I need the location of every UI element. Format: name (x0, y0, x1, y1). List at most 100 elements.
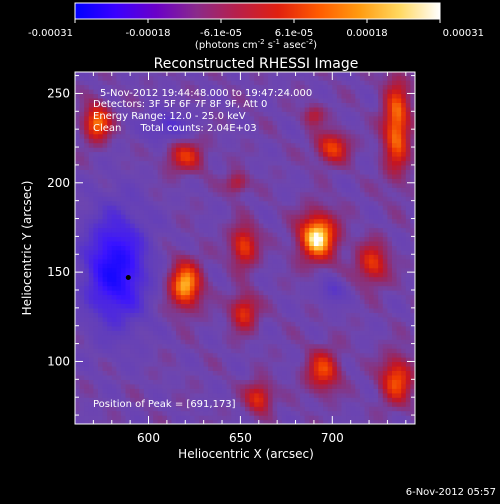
heatmap-cell (360, 411, 365, 416)
heatmap-cell (213, 357, 218, 362)
heatmap-cell (245, 147, 250, 152)
heatmap-cell (93, 321, 98, 326)
heatmap-cell (300, 281, 305, 286)
heatmap-cell (195, 303, 200, 308)
heatmap-cell (167, 384, 172, 389)
heatmap-cell (245, 169, 250, 174)
heatmap-cell (121, 303, 126, 308)
heatmap-cell (130, 277, 135, 282)
heatmap-cell (75, 241, 80, 246)
heatmap-cell (126, 384, 131, 389)
heatmap-cell (351, 415, 356, 420)
heatmap-cell (213, 277, 218, 282)
heatmap-cell (144, 353, 149, 358)
heatmap-cell (185, 143, 190, 148)
heatmap-cell (319, 178, 324, 183)
heatmap-cell (139, 134, 144, 139)
heatmap-cell (351, 308, 356, 313)
heatmap-cell (172, 312, 177, 317)
heatmap-cell (268, 196, 273, 201)
heatmap-cell (319, 107, 324, 112)
heatmap-cell (208, 335, 213, 340)
heatmap-cell (328, 353, 333, 358)
heatmap-cell (277, 393, 282, 398)
heatmap-cell (309, 120, 314, 125)
heatmap-cell (93, 375, 98, 380)
heatmap-cell (185, 138, 190, 143)
heatmap-cell (195, 317, 200, 322)
heatmap-cell (98, 344, 103, 349)
heatmap-cell (153, 366, 158, 371)
heatmap-cell (236, 406, 241, 411)
heatmap-cell (222, 379, 227, 384)
heatmap-cell (314, 183, 319, 188)
heatmap-cell (149, 178, 154, 183)
heatmap-cell (245, 362, 250, 367)
heatmap-cell (75, 152, 80, 157)
heatmap-cell (346, 245, 351, 250)
heatmap-cell (181, 228, 186, 233)
heatmap-cell (185, 236, 190, 241)
heatmap-cell (149, 299, 154, 304)
heatmap-cell (222, 308, 227, 313)
heatmap-cell (277, 165, 282, 170)
heatmap-cell (286, 326, 291, 331)
heatmap-cell (273, 277, 278, 282)
heatmap-cell (319, 308, 324, 313)
heatmap-cell (355, 272, 360, 277)
heatmap-cell (351, 80, 356, 85)
heatmap-cell (328, 232, 333, 237)
heatmap-cell (158, 326, 163, 331)
heatmap-cell (250, 402, 255, 407)
heatmap-cell (263, 201, 268, 206)
heatmap-cell (89, 393, 94, 398)
heatmap-cell (93, 187, 98, 192)
heatmap-cell (167, 187, 172, 192)
heatmap-cell (227, 245, 232, 250)
heatmap-cell (158, 277, 163, 282)
heatmap-cell (282, 80, 287, 85)
heatmap-cell (222, 268, 227, 273)
heatmap-cell (103, 330, 108, 335)
heatmap-cell (332, 138, 337, 143)
heatmap-cell (328, 393, 333, 398)
heatmap-cell (162, 357, 167, 362)
heatmap-cell (121, 183, 126, 188)
heatmap-cell (185, 80, 190, 85)
heatmap-cell (328, 107, 333, 112)
heatmap-cell (342, 375, 347, 380)
heatmap-cell (305, 384, 310, 389)
heatmap-cell (75, 223, 80, 228)
heatmap-cell (149, 272, 154, 277)
heatmap-cell (116, 259, 121, 264)
heatmap-cell (254, 111, 259, 116)
heatmap-cell (195, 250, 200, 255)
heatmap-cell (222, 317, 227, 322)
heatmap-cell (355, 379, 360, 384)
heatmap-cell (328, 384, 333, 389)
heatmap-cell (240, 196, 245, 201)
heatmap-cell (314, 254, 319, 259)
heatmap-cell (305, 335, 310, 340)
heatmap-cell (199, 250, 204, 255)
heatmap-cell (181, 156, 186, 161)
heatmap-cell (300, 156, 305, 161)
heatmap-cell (84, 232, 89, 237)
heatmap-cell (346, 196, 351, 201)
heatmap-cell (250, 397, 255, 402)
heatmap-cell (259, 393, 264, 398)
heatmap-cell (337, 80, 342, 85)
heatmap-cell (263, 344, 268, 349)
heatmap-cell (126, 370, 131, 375)
heatmap-cell (314, 370, 319, 375)
heatmap-cell (346, 192, 351, 197)
heatmap-cell (240, 76, 245, 81)
heatmap-cell (245, 357, 250, 362)
heatmap-cell (245, 366, 250, 371)
heatmap-cell (222, 245, 227, 250)
heatmap-cell (291, 223, 296, 228)
heatmap-cell (185, 134, 190, 139)
heatmap-cell (328, 178, 333, 183)
heatmap-cell (259, 80, 264, 85)
heatmap-cell (273, 348, 278, 353)
